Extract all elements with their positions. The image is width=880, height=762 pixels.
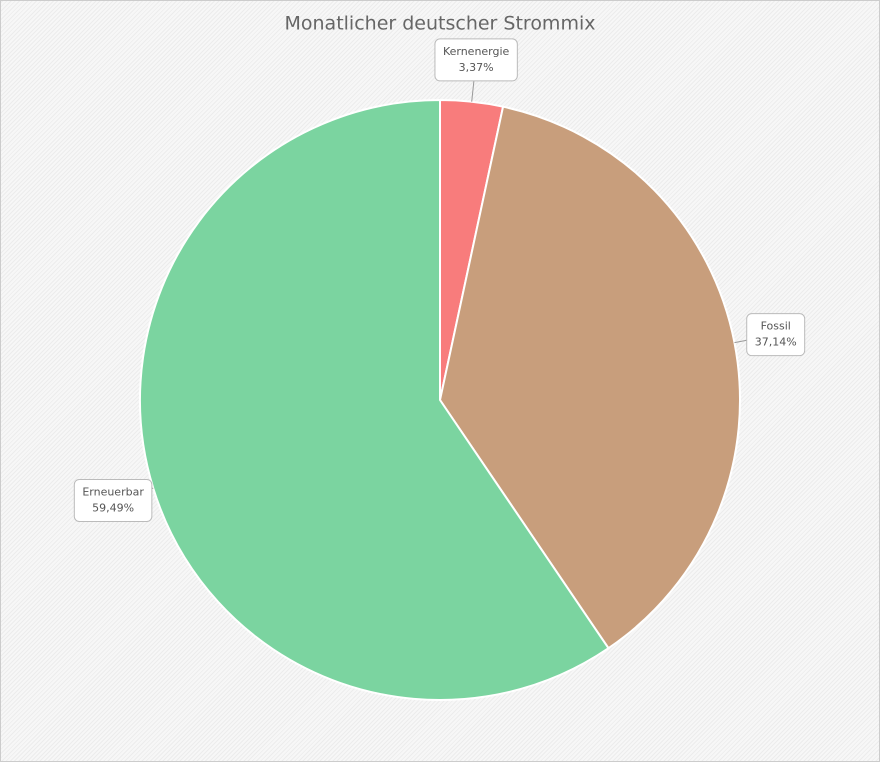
data-label: Erneuerbar 59,49% — [73, 478, 153, 522]
data-label: Kernenergie 3,37% — [434, 38, 518, 82]
label-value: 3,37% — [459, 61, 494, 74]
data-label: Fossil 37,14% — [746, 313, 806, 357]
label-box — [746, 313, 806, 357]
label-name: Fossil — [761, 320, 791, 333]
label-box — [73, 478, 153, 522]
label-name: Kernenergie — [443, 45, 510, 58]
label-value: 37,14% — [755, 336, 797, 349]
label-box — [434, 38, 518, 82]
chart-title: Monatlicher deutscher Strommix — [285, 13, 596, 35]
label-value: 59,49% — [92, 501, 134, 514]
label-name: Erneuerbar — [82, 485, 144, 498]
pie-slice — [438, 105, 741, 650]
